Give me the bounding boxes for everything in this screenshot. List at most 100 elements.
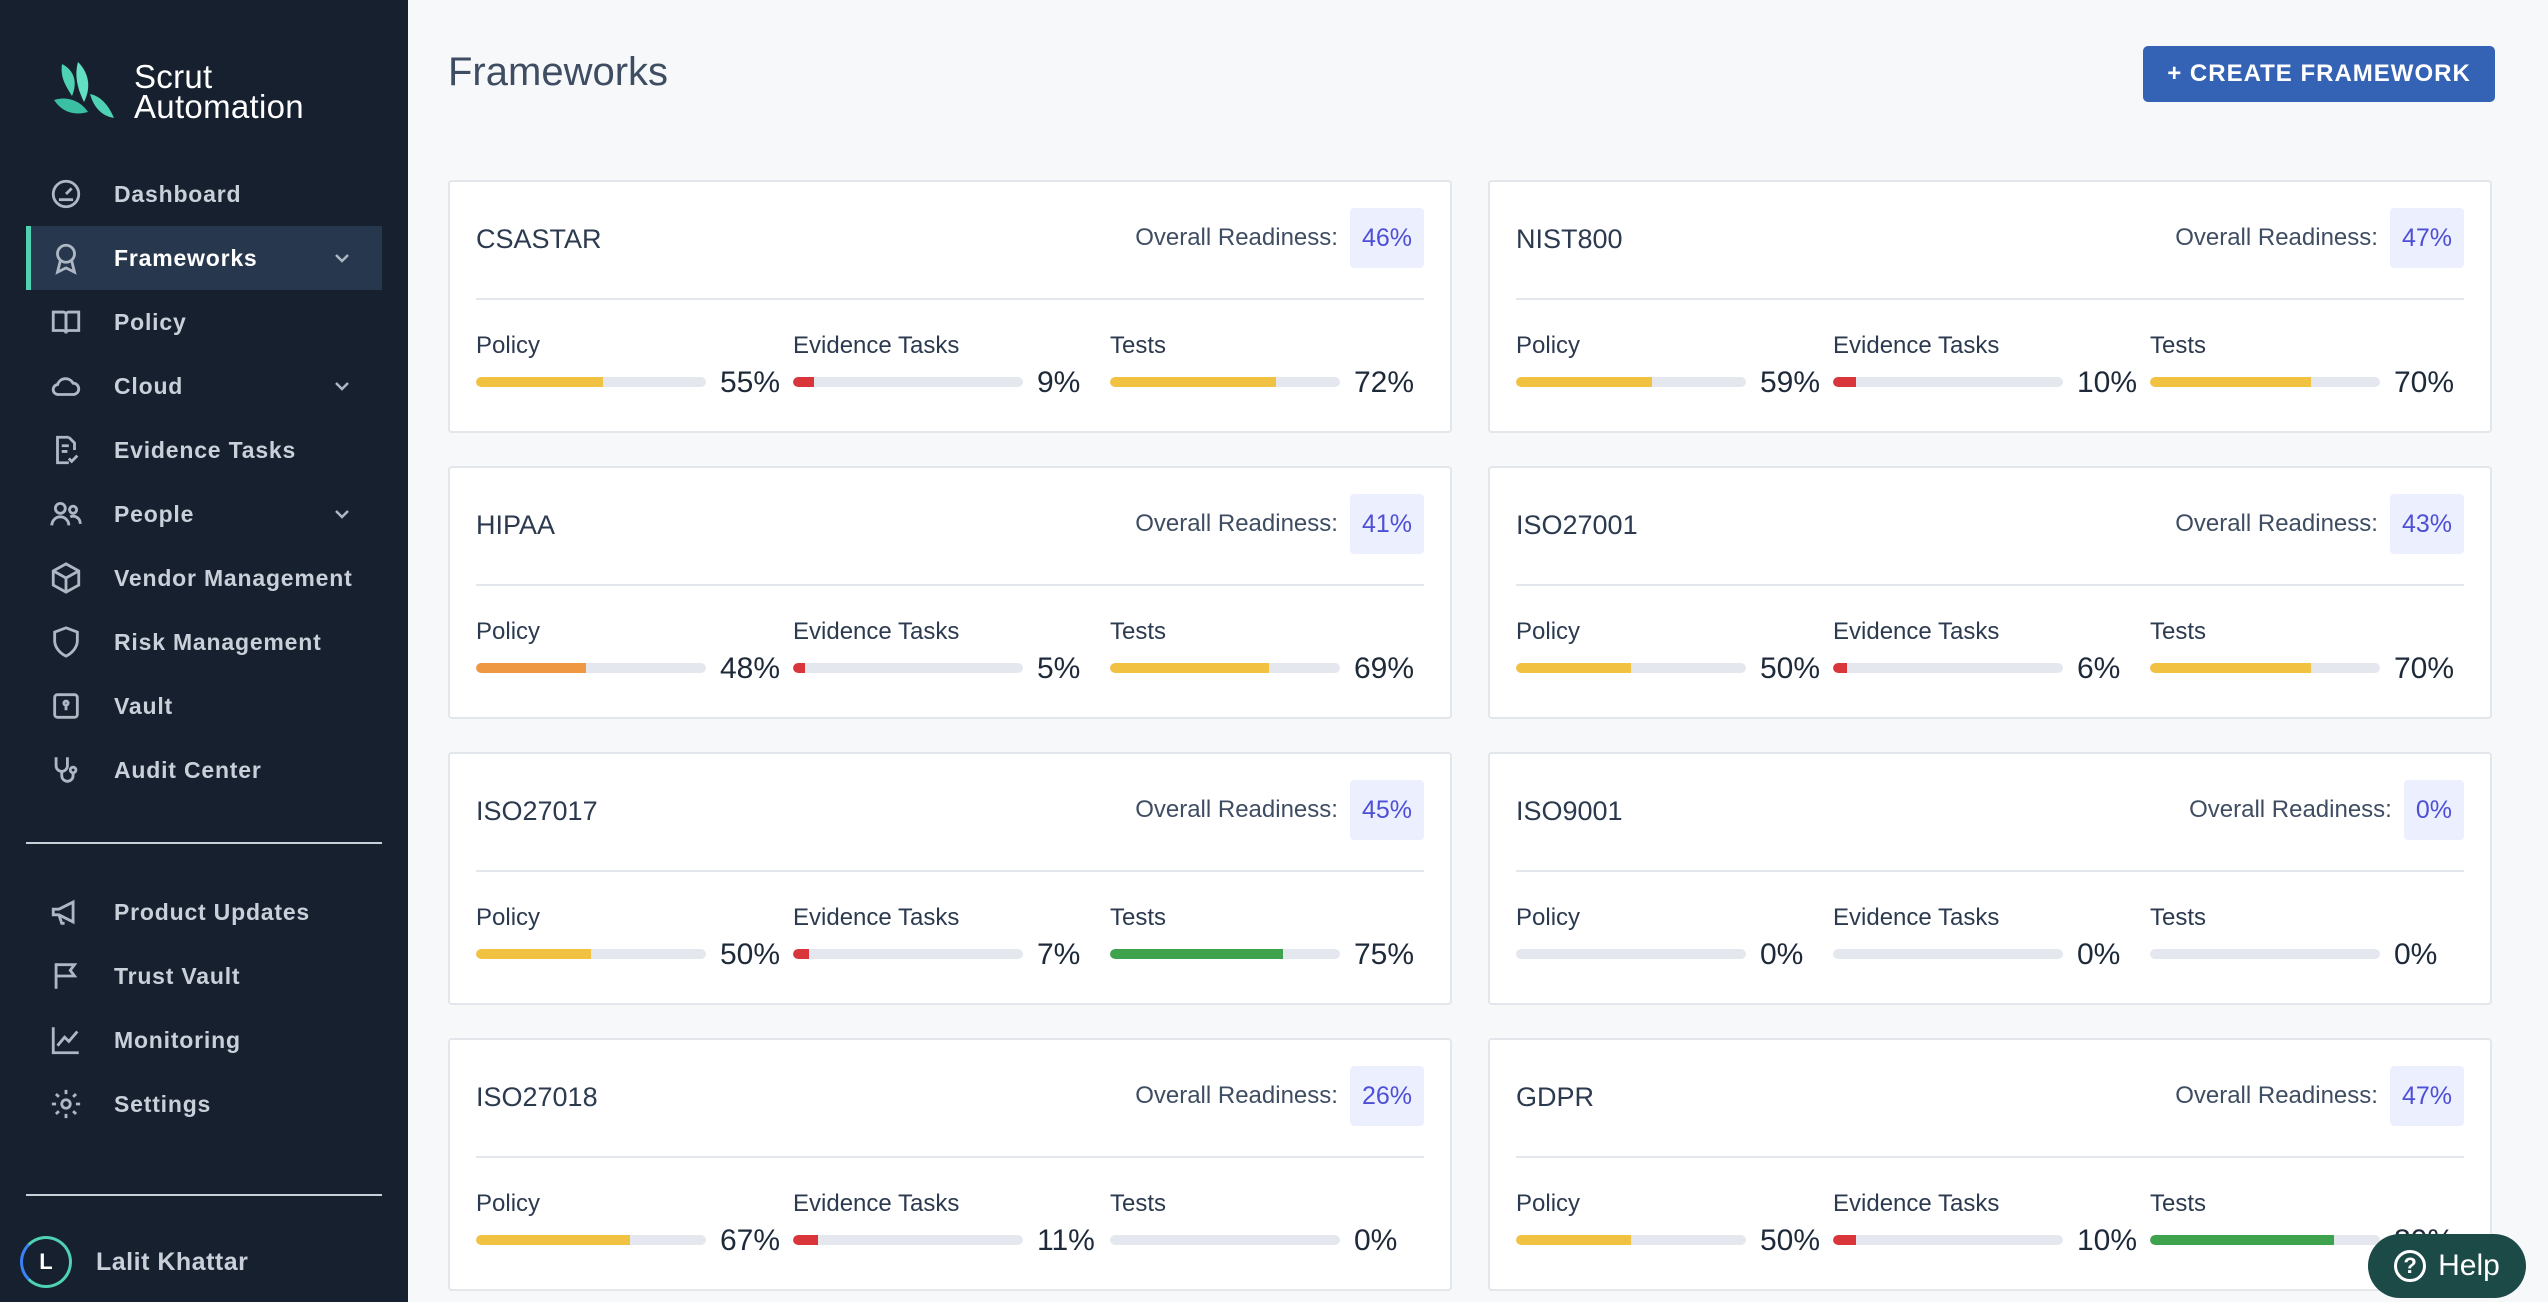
readiness-badge: 46% xyxy=(1349,208,1424,268)
sidebar-item-dashboard[interactable]: Dashboard xyxy=(26,162,382,226)
chevron-down-icon[interactable] xyxy=(332,504,352,524)
sidebar-item-evidence-tasks[interactable]: Evidence Tasks xyxy=(26,418,382,482)
progress-fill xyxy=(1110,663,1269,673)
progress-bar xyxy=(793,949,1023,959)
progress-bar xyxy=(476,1235,706,1245)
framework-card[interactable]: ISO27018 Overall Readiness: 26% Policy 6… xyxy=(448,1038,1452,1291)
sidebar-divider xyxy=(26,1194,382,1196)
framework-name[interactable]: HIPAA xyxy=(476,510,556,540)
readiness-badge: 47% xyxy=(2389,1066,2464,1126)
progress-fill xyxy=(1110,377,1276,387)
metric-value: 0% xyxy=(1760,938,1804,971)
package-icon xyxy=(48,560,84,596)
sidebar-item-vendor-management[interactable]: Vendor Management xyxy=(26,546,382,610)
metric-label: Tests xyxy=(1110,904,1167,931)
framework-name[interactable]: GDPR xyxy=(1516,1082,1595,1112)
progress-fill xyxy=(2150,377,2311,387)
framework-card[interactable]: ISO9001 Overall Readiness: 0% Policy 0% xyxy=(1488,752,2492,1005)
progress-bar xyxy=(2150,377,2380,387)
sidebar-item-people[interactable]: People xyxy=(26,482,382,546)
sidebar-item-product-updates[interactable]: Product Updates xyxy=(26,880,382,944)
sidebar-item-frameworks[interactable]: Frameworks xyxy=(26,226,382,290)
sidebar-item-monitoring[interactable]: Monitoring xyxy=(26,1008,382,1072)
progress-fill xyxy=(1516,1235,1631,1245)
metric-policy: Policy 50% xyxy=(476,904,780,984)
card-divider xyxy=(476,1156,1424,1158)
framework-name[interactable]: ISO27018 xyxy=(476,1082,598,1112)
metric-label: Tests xyxy=(2150,332,2207,359)
metric-label: Evidence Tasks xyxy=(1833,332,2000,359)
user-name: Lalit Khattar xyxy=(96,1247,249,1276)
card-divider xyxy=(1516,298,2464,300)
progress-bar xyxy=(476,377,706,387)
create-framework-button[interactable]: + CREATE FRAMEWORK xyxy=(2143,46,2495,102)
metric-label: Policy xyxy=(476,1190,541,1217)
metric-value: 50% xyxy=(1760,652,1821,685)
progress-fill xyxy=(476,1235,631,1245)
overall-readiness: Overall Readiness: 41% xyxy=(1135,494,1424,554)
metric-policy: Policy 55% xyxy=(476,332,780,412)
metric-value: 75% xyxy=(1354,938,1415,971)
help-button[interactable]: ? Help xyxy=(2368,1234,2526,1298)
metric-value: 70% xyxy=(2394,652,2455,685)
framework-name[interactable]: ISO9001 xyxy=(1516,796,1623,826)
progress-bar xyxy=(2150,1235,2380,1245)
user-profile[interactable]: L Lalit Khattar xyxy=(20,1236,248,1288)
progress-fill xyxy=(1833,377,1856,387)
readiness-badge: 26% xyxy=(1349,1066,1424,1126)
brand-name: Scrut Automation xyxy=(134,60,304,125)
megaphone-icon xyxy=(48,894,84,930)
metric-label: Evidence Tasks xyxy=(793,1190,960,1217)
framework-name[interactable]: CSASTAR xyxy=(476,224,602,254)
sidebar-item-cloud[interactable]: Cloud xyxy=(26,354,382,418)
metric-value: 55% xyxy=(720,366,781,399)
framework-name[interactable]: ISO27001 xyxy=(1516,510,1638,540)
sidebar-item-trust-vault[interactable]: Trust Vault xyxy=(26,944,382,1008)
card-divider xyxy=(476,298,1424,300)
sidebar-item-audit-center[interactable]: Audit Center xyxy=(26,738,382,802)
shield-icon xyxy=(48,624,84,660)
metric-label: Evidence Tasks xyxy=(793,904,960,931)
brand-line-2: Automation xyxy=(134,88,304,125)
progress-fill xyxy=(476,949,591,959)
sidebar-item-label: People xyxy=(114,500,195,527)
readiness-badge: 41% xyxy=(1349,494,1424,554)
framework-card[interactable]: GDPR Overall Readiness: 47% Policy 50% xyxy=(1488,1038,2492,1291)
sidebar-item-settings[interactable]: Settings xyxy=(26,1072,382,1136)
metric-label: Evidence Tasks xyxy=(1833,618,2000,645)
sidebar-item-label: Vendor Management xyxy=(114,564,353,591)
framework-name[interactable]: ISO27017 xyxy=(476,796,598,826)
sidebar-item-label: Dashboard xyxy=(114,180,242,207)
card-divider xyxy=(476,870,1424,872)
metric-tests: Tests 0% xyxy=(1110,1190,1410,1270)
help-icon: ? xyxy=(2394,1250,2427,1282)
stethoscope-icon xyxy=(48,752,84,788)
framework-card[interactable]: NIST800 Overall Readiness: 47% Policy 59… xyxy=(1488,180,2492,433)
sidebar-item-risk-management[interactable]: Risk Management xyxy=(26,610,382,674)
readiness-label: Overall Readiness: xyxy=(1135,224,1338,251)
sidebar-item-vault[interactable]: Vault xyxy=(26,674,382,738)
metric-label: Evidence Tasks xyxy=(1833,904,2000,931)
framework-name[interactable]: NIST800 xyxy=(1516,224,1623,254)
sidebar-item-policy[interactable]: Policy xyxy=(26,290,382,354)
sidebar-item-label: Settings xyxy=(114,1090,212,1117)
chevron-down-icon[interactable] xyxy=(332,248,352,268)
logo[interactable]: Scrut Automation xyxy=(48,56,304,128)
chevron-down-icon[interactable] xyxy=(332,376,352,396)
metric-policy: Policy 59% xyxy=(1516,332,1820,412)
metric-policy: Policy 50% xyxy=(1516,618,1820,698)
metric-value: 10% xyxy=(2077,366,2138,399)
sidebar-item-label: Risk Management xyxy=(114,628,322,655)
sidebar-divider xyxy=(26,842,382,844)
metric-tests: Tests 70% xyxy=(2150,332,2454,412)
framework-card[interactable]: ISO27017 Overall Readiness: 45% Policy 5… xyxy=(448,752,1452,1005)
metric-tests: Tests 70% xyxy=(2150,618,2454,698)
progress-fill xyxy=(1110,949,1283,959)
framework-card[interactable]: ISO27001 Overall Readiness: 43% Policy 5… xyxy=(1488,466,2492,719)
framework-card[interactable]: CSASTAR Overall Readiness: 46% Policy 55… xyxy=(448,180,1452,433)
metric-evidence-tasks: Evidence Tasks 7% xyxy=(793,904,1093,984)
metric-label: Tests xyxy=(1110,1190,1167,1217)
framework-card[interactable]: HIPAA Overall Readiness: 41% Policy 48% xyxy=(448,466,1452,719)
progress-bar xyxy=(1516,949,1746,959)
readiness-badge: 43% xyxy=(2389,494,2464,554)
